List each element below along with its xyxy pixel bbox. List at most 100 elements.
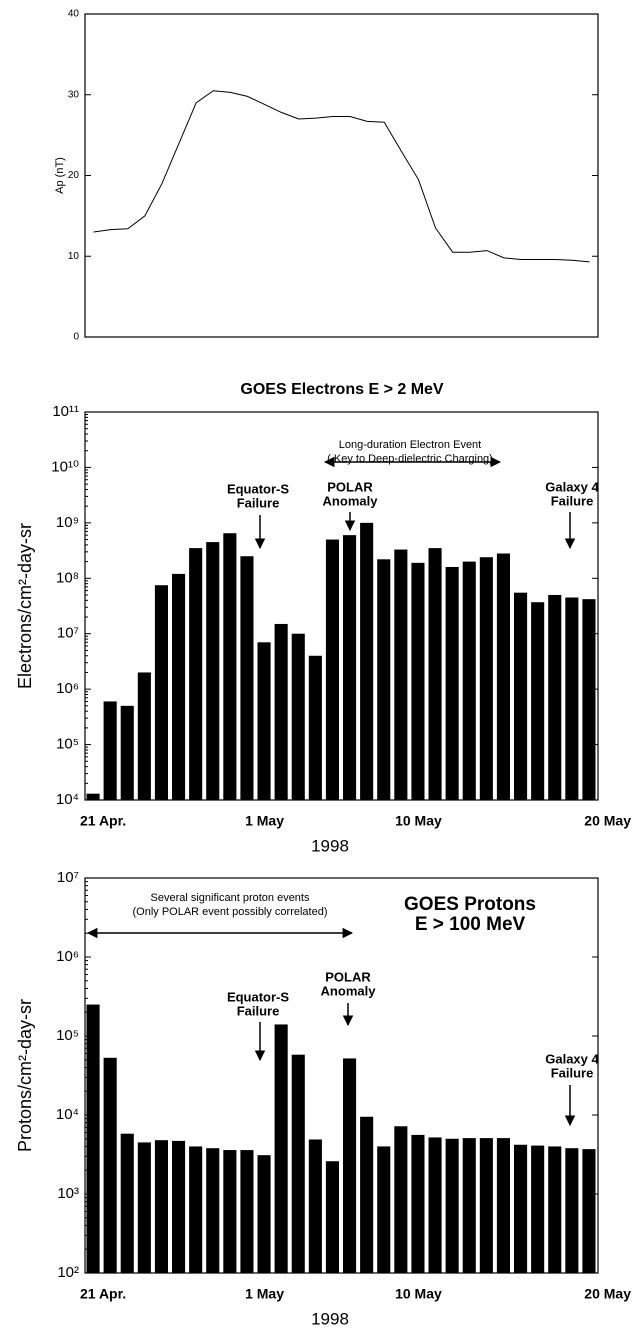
bar xyxy=(394,549,408,800)
x-tick-label: 10 May xyxy=(395,1286,442,1302)
bar xyxy=(240,556,254,800)
y-axis-label: Ap (nT) xyxy=(54,157,66,194)
annotation: Failure xyxy=(551,493,594,508)
annotation: (Only POLAR event possibly correlated) xyxy=(132,906,327,918)
annotation: Galaxy 4 xyxy=(545,1051,599,1066)
y-tick-label: 10⁹ xyxy=(56,514,79,531)
annotation: Anomaly xyxy=(323,493,379,508)
bar xyxy=(462,1138,476,1273)
bar xyxy=(582,599,596,800)
y-tick-label: 40 xyxy=(68,9,80,20)
y-tick-label: 10¹¹ xyxy=(52,403,79,420)
bar xyxy=(120,1133,134,1273)
bar xyxy=(445,1138,459,1273)
y-tick-label: 30 xyxy=(68,89,80,100)
y-tick-label: 10⁷ xyxy=(57,869,79,886)
bar xyxy=(514,592,528,800)
annotation: POLAR xyxy=(327,479,373,494)
annotation: Equator-S xyxy=(227,481,289,496)
x-axis-label: 1998 xyxy=(311,1309,349,1328)
bar xyxy=(240,1150,254,1273)
bar xyxy=(206,542,220,800)
annotation: Failure xyxy=(237,495,280,510)
bar xyxy=(189,548,203,800)
y-tick-label: 10⁸ xyxy=(56,569,79,586)
bar xyxy=(548,594,562,800)
x-tick-label: 10 May xyxy=(395,813,442,829)
bar xyxy=(445,566,459,800)
bar xyxy=(411,562,425,800)
y-tick-label: 20 xyxy=(68,170,80,181)
bar xyxy=(394,1126,408,1273)
bar xyxy=(274,623,288,800)
x-tick-label: 21 Apr. xyxy=(80,1286,126,1302)
y-tick-label: 10⁶ xyxy=(56,948,79,965)
bar xyxy=(206,1148,220,1273)
y-axis-label: Protons/cm²-day-sr xyxy=(15,999,35,1152)
plot-frame xyxy=(84,13,599,338)
bar xyxy=(496,1138,510,1273)
bar xyxy=(411,1134,425,1273)
bar xyxy=(86,1004,100,1273)
y-tick-label: 10⁷ xyxy=(57,625,79,642)
bar xyxy=(582,1149,596,1273)
x-tick-label: 20 May xyxy=(584,1286,631,1302)
y-tick-label: 10⁵ xyxy=(56,1027,79,1044)
bar xyxy=(343,1058,357,1273)
bar xyxy=(308,1139,322,1273)
x-axis-label: 1998 xyxy=(311,836,349,855)
plot-frame xyxy=(84,411,599,801)
bar xyxy=(120,705,134,800)
bar xyxy=(565,597,579,800)
bar xyxy=(103,1057,117,1273)
bar xyxy=(360,1116,374,1273)
bar xyxy=(154,1140,168,1273)
y-tick-label: 10 xyxy=(68,251,80,262)
bar xyxy=(308,655,322,800)
annotation: Anomaly xyxy=(321,983,377,998)
y-axis-label: Electrons/cm²-day-sr xyxy=(15,523,35,689)
bar xyxy=(343,535,357,800)
bar xyxy=(531,1145,545,1273)
bar xyxy=(257,642,271,800)
bar xyxy=(496,553,510,800)
line xyxy=(93,90,590,263)
bar xyxy=(377,559,391,800)
x-tick-label: 1 May xyxy=(245,1286,284,1302)
chart-title: GOES Protons xyxy=(404,894,536,915)
bar xyxy=(479,1138,493,1273)
x-tick-label: 21 Apr. xyxy=(80,813,126,829)
bar xyxy=(189,1146,203,1273)
bar xyxy=(428,548,442,800)
y-tick-label: 10² xyxy=(57,1264,79,1281)
annotation: Equator-S xyxy=(227,989,289,1004)
annotation: ( Key to Deep-dielectric Charging) xyxy=(327,453,493,465)
y-tick-label: 10³ xyxy=(57,1185,79,1202)
bar xyxy=(325,1161,339,1273)
annotation: Long-duration Electron Event xyxy=(339,439,481,451)
annotation: Failure xyxy=(551,1065,594,1080)
bar xyxy=(325,539,339,800)
bar xyxy=(548,1146,562,1273)
bar xyxy=(103,701,117,800)
y-tick-label: 10⁵ xyxy=(56,736,79,753)
annotation: Galaxy 4 xyxy=(545,479,599,494)
bar xyxy=(86,793,100,800)
y-tick-label: 0 xyxy=(73,332,79,343)
bar xyxy=(428,1137,442,1273)
bar xyxy=(223,1150,237,1273)
annotation: Several significant proton events xyxy=(151,892,310,904)
bar xyxy=(223,533,237,800)
bar xyxy=(137,1142,151,1273)
bar xyxy=(462,561,476,800)
y-tick-label: 10⁴ xyxy=(56,791,79,808)
chart-title: E > 100 MeV xyxy=(415,914,526,935)
chart-title: GOES Electrons E > 2 MeV xyxy=(240,381,444,398)
y-tick-label: 10¹⁰ xyxy=(51,458,79,475)
bar xyxy=(479,557,493,800)
bar xyxy=(360,522,374,800)
y-tick-label: 10⁶ xyxy=(56,680,79,697)
bar xyxy=(291,633,305,800)
